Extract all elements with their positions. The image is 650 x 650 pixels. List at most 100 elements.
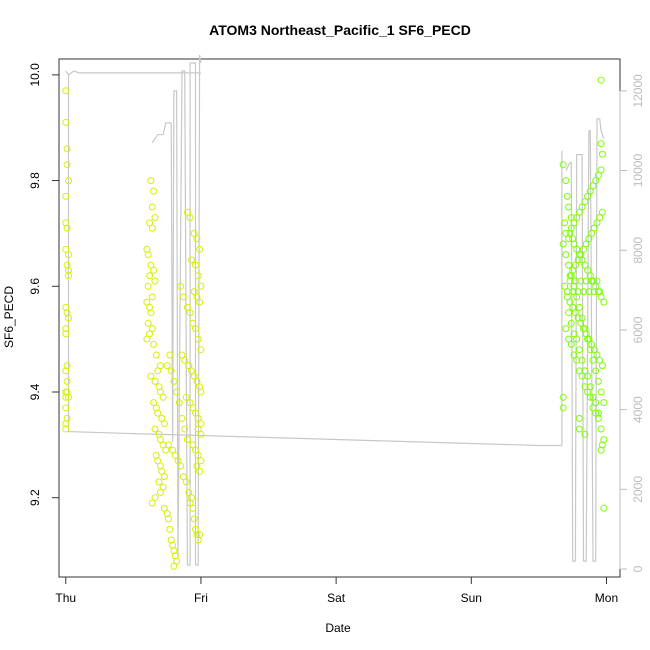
data-point: [143, 335, 151, 343]
data-point: [63, 161, 71, 169]
data-point: [182, 478, 190, 486]
data-point: [588, 229, 596, 237]
altitude-line-layer: [65, 54, 605, 566]
data-point: [188, 256, 195, 264]
data-point: [175, 399, 183, 407]
data-point: [580, 288, 587, 296]
data-point: [192, 409, 199, 417]
data-point: [197, 346, 205, 354]
data-point: [571, 277, 579, 285]
data-point: [148, 293, 156, 301]
data-point: [592, 409, 600, 417]
altitude-line-segment: [67, 74, 563, 447]
data-point: [62, 393, 70, 401]
data-point: [165, 515, 172, 523]
data-point: [597, 140, 605, 148]
data-point: [559, 161, 567, 169]
data-point: [65, 314, 72, 322]
data-point: [594, 377, 602, 385]
data-point: [189, 504, 197, 512]
data-point: [566, 277, 574, 285]
data-point: [559, 240, 567, 248]
altitude-line-segment: [565, 118, 605, 562]
data-point: [192, 261, 199, 269]
data-point: [573, 214, 581, 222]
data-point: [186, 499, 194, 507]
data-point: [186, 399, 194, 407]
data-point: [570, 240, 578, 248]
data-point: [598, 362, 606, 370]
data-point: [594, 171, 602, 179]
data-point: [65, 393, 72, 401]
data-point: [194, 414, 202, 422]
x-tick-label: Sun: [461, 591, 482, 605]
y-right-tick-label: 12000: [631, 74, 645, 108]
data-point: [190, 372, 198, 380]
data-point: [62, 87, 70, 95]
data-point: [62, 425, 70, 433]
data-point: [562, 325, 570, 333]
data-point: [575, 303, 583, 311]
data-point: [152, 404, 160, 412]
data-point: [567, 340, 575, 348]
data-point: [189, 319, 197, 327]
data-point: [156, 362, 164, 370]
data-point: [194, 451, 202, 459]
y-axis-right: 0 2000 4000 6000 8000 10000 12000: [619, 74, 645, 572]
data-point: [596, 356, 604, 364]
data-point: [62, 420, 70, 428]
data-point: [565, 235, 573, 243]
data-point: [580, 325, 587, 333]
data-point: [170, 562, 178, 570]
data-point: [584, 266, 592, 274]
data-point: [592, 367, 600, 375]
data-point: [589, 182, 597, 190]
data-point: [183, 436, 191, 444]
data-point: [65, 272, 72, 280]
data-point: [151, 425, 159, 433]
data-point: [561, 282, 569, 290]
data-point: [158, 467, 166, 475]
data-point: [565, 203, 573, 211]
data-point: [575, 346, 583, 354]
data-point: [196, 245, 204, 253]
data-point: [596, 288, 604, 296]
data-point: [185, 488, 193, 496]
data-point: [593, 277, 601, 285]
chart-title: ATOM3 Northeast_Pacific_1 SF6_PECD: [209, 22, 471, 38]
data-point: [598, 441, 606, 449]
y-tick-label: 10.0: [28, 63, 42, 87]
data-point: [196, 467, 204, 475]
data-point: [179, 293, 187, 301]
data-point: [146, 272, 154, 280]
data-point: [165, 441, 172, 449]
data-point: [585, 235, 593, 243]
data-point: [194, 335, 202, 343]
x-tick-label: Fri: [194, 591, 208, 605]
y-right-tick-label: 2000: [631, 476, 645, 503]
data-point: [144, 251, 152, 259]
data-point: [577, 251, 585, 259]
data-point: [196, 531, 204, 539]
data-point: [562, 177, 570, 185]
data-point: [150, 266, 158, 274]
data-point: [171, 451, 179, 459]
data-point: [582, 277, 590, 285]
data-point: [574, 314, 582, 322]
x-tick-label: Thu: [55, 591, 76, 605]
data-point: [593, 351, 601, 359]
data-point: [173, 557, 181, 565]
data-point: [160, 473, 168, 481]
data-point: [197, 420, 205, 428]
data-point: [170, 377, 178, 385]
data-point: [565, 309, 573, 317]
data-point: [144, 282, 152, 290]
data-point: [197, 388, 205, 396]
data-point: [573, 245, 581, 253]
data-point: [575, 414, 583, 422]
y-axis-label: SF6_PECD: [2, 286, 16, 348]
data-point: [569, 303, 577, 311]
data-point: [150, 187, 158, 195]
data-point: [593, 219, 601, 227]
data-point: [563, 288, 571, 296]
